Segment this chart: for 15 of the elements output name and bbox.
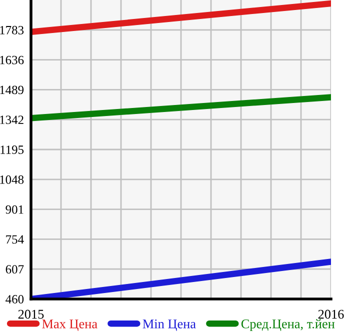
y-tick-label: 607 (6, 265, 24, 274)
y-tick-label: 460 (6, 295, 24, 304)
x-tick-label: 2015 (18, 310, 44, 319)
y-tick-label: 754 (6, 235, 24, 244)
legend-label: Max Цена (42, 320, 98, 332)
y-tick-label: 1636 (0, 56, 24, 64)
y-tick-label: 1783 (0, 26, 24, 34)
y-tick-label: 1489 (0, 86, 24, 94)
y-tick-label: 1195 (0, 146, 24, 154)
legend-label: Сред.Цена, т.йен (241, 319, 335, 332)
y-tick-label: 1048 (0, 175, 24, 184)
y-tick-label: 901 (6, 205, 24, 214)
legend-label: Min Цена (142, 319, 196, 332)
x-tick-label: 2016 (318, 310, 344, 319)
y-tick-label: 1342 (0, 116, 24, 124)
